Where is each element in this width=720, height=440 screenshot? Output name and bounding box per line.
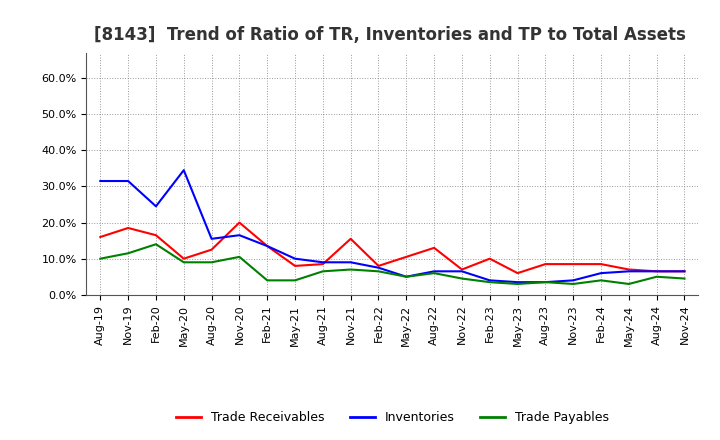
Inventories [96, 178, 104, 183]
Trade Receivables [430, 245, 438, 250]
Trade Receivables [207, 247, 216, 252]
Trade Receivables [124, 225, 132, 231]
Inventories [346, 260, 355, 265]
Inventories [318, 260, 327, 265]
Trade Receivables [652, 269, 661, 274]
Trade Receivables [179, 256, 188, 261]
Inventories [597, 271, 606, 276]
Trade Receivables [402, 254, 410, 260]
Trade Payables [374, 269, 383, 274]
Inventories [569, 278, 577, 283]
Trade Receivables [569, 261, 577, 267]
Inventories [680, 269, 689, 274]
Inventories [235, 233, 243, 238]
Trade Receivables [458, 267, 467, 272]
Trade Payables [318, 269, 327, 274]
Trade Receivables [485, 256, 494, 261]
Text: [8143]  Trend of Ratio of TR, Inventories and TP to Total Assets: [8143] Trend of Ratio of TR, Inventories… [94, 26, 685, 44]
Trade Payables [430, 271, 438, 276]
Trade Payables [458, 276, 467, 281]
Trade Payables [207, 260, 216, 265]
Trade Receivables [597, 261, 606, 267]
Inventories [624, 269, 633, 274]
Trade Payables [235, 254, 243, 260]
Trade Payables [346, 267, 355, 272]
Trade Payables [179, 260, 188, 265]
Trade Receivables [624, 267, 633, 272]
Trade Payables [402, 274, 410, 279]
Line: Trade Payables: Trade Payables [100, 244, 685, 284]
Trade Payables [152, 242, 161, 247]
Inventories [485, 278, 494, 283]
Trade Payables [652, 274, 661, 279]
Legend: Trade Receivables, Inventories, Trade Payables: Trade Receivables, Inventories, Trade Pa… [171, 406, 613, 429]
Inventories [652, 269, 661, 274]
Trade Payables [96, 256, 104, 261]
Inventories [430, 269, 438, 274]
Trade Payables [569, 281, 577, 286]
Trade Receivables [680, 269, 689, 274]
Trade Payables [624, 281, 633, 286]
Trade Receivables [346, 236, 355, 242]
Inventories [179, 168, 188, 173]
Inventories [458, 269, 467, 274]
Trade Payables [124, 251, 132, 256]
Trade Payables [263, 278, 271, 283]
Inventories [541, 279, 550, 285]
Trade Receivables [541, 261, 550, 267]
Line: Inventories: Inventories [100, 170, 685, 282]
Trade Receivables [513, 271, 522, 276]
Inventories [402, 274, 410, 279]
Trade Receivables [374, 263, 383, 268]
Trade Receivables [152, 233, 161, 238]
Trade Payables [513, 281, 522, 286]
Trade Receivables [291, 263, 300, 268]
Trade Payables [680, 276, 689, 281]
Trade Payables [541, 279, 550, 285]
Inventories [291, 256, 300, 261]
Trade Receivables [96, 235, 104, 240]
Inventories [374, 265, 383, 270]
Inventories [207, 236, 216, 242]
Line: Trade Receivables: Trade Receivables [100, 223, 685, 273]
Inventories [263, 243, 271, 249]
Trade Payables [291, 278, 300, 283]
Trade Receivables [318, 261, 327, 267]
Inventories [124, 178, 132, 183]
Inventories [513, 279, 522, 285]
Trade Payables [485, 279, 494, 285]
Inventories [152, 204, 161, 209]
Trade Receivables [235, 220, 243, 225]
Trade Receivables [263, 243, 271, 249]
Trade Payables [597, 278, 606, 283]
